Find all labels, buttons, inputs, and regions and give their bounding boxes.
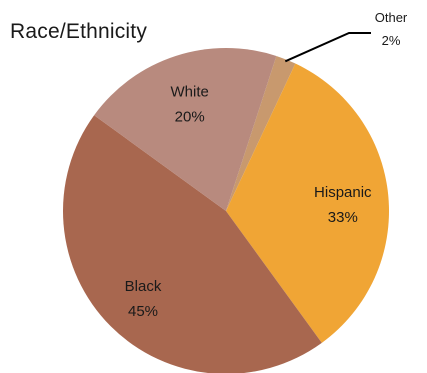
chart-title: Race/Ethnicity	[10, 20, 148, 43]
pie-slice-hispanic	[226, 63, 390, 343]
pie-labels: Other 2% Hispanic 33% Black 45% White 20%	[125, 10, 408, 320]
callout-line-other	[284, 32, 371, 63]
slice-name-other: Other	[375, 10, 408, 25]
slice-percent-other: 2%	[382, 33, 401, 48]
pie-slices	[63, 48, 390, 373]
slice-percent-white: 20%	[175, 108, 205, 125]
slice-name-black: Black	[125, 278, 162, 295]
slice-percent-hispanic: 33%	[328, 209, 358, 226]
slice-name-hispanic: Hispanic	[314, 184, 372, 201]
slice-name-white: White	[171, 83, 209, 100]
pie-slice-black	[63, 115, 322, 373]
pie-slice-other	[226, 55, 296, 212]
pie-slice-white	[94, 48, 277, 211]
slice-percent-black: 45%	[128, 303, 158, 320]
